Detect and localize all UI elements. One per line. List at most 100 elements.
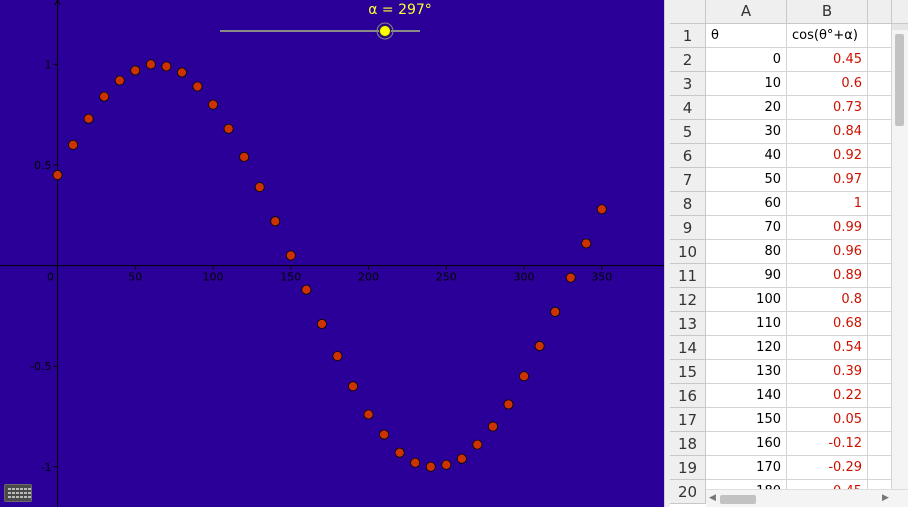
row-number[interactable]: 18: [670, 432, 706, 456]
row-number[interactable]: 11: [670, 264, 706, 288]
cell-cos-value[interactable]: 0.8: [787, 288, 868, 312]
horizontal-scrollbar[interactable]: ◀ ▶: [706, 489, 908, 507]
row-number[interactable]: 2: [670, 48, 706, 72]
column-b-header[interactable]: B: [787, 0, 868, 23]
cell-cos-value[interactable]: 0.92: [787, 144, 868, 168]
table-row: 16 140 0.22: [670, 384, 892, 408]
spreadsheet-rows: 1 θ cos(θ°+α) 2 0 0.45 3 10 0.6 4 20 0.73 5 30 0.84…: [670, 24, 892, 504]
slider-alpha-knob[interactable]: [379, 25, 391, 37]
row-number[interactable]: 5: [670, 120, 706, 144]
cell-a1[interactable]: θ: [706, 24, 787, 48]
row-number[interactable]: 7: [670, 168, 706, 192]
view-divider[interactable]: [664, 0, 670, 507]
row-number[interactable]: 17: [670, 408, 706, 432]
cell-theta[interactable]: 160: [706, 432, 787, 456]
cell-empty[interactable]: [868, 216, 892, 240]
cell-theta[interactable]: 80: [706, 240, 787, 264]
cell-cos-value[interactable]: 0.96: [787, 240, 868, 264]
row-number[interactable]: 3: [670, 72, 706, 96]
keyboard-icon[interactable]: [4, 484, 32, 502]
column-a-header[interactable]: A: [706, 0, 787, 23]
cell-cos-value[interactable]: 0.68: [787, 312, 868, 336]
row-number[interactable]: 20: [670, 480, 706, 504]
cell-theta[interactable]: 120: [706, 336, 787, 360]
row-number[interactable]: 1: [670, 24, 706, 48]
cell-cos-value[interactable]: 0.39: [787, 360, 868, 384]
cell-b1[interactable]: cos(θ°+α): [787, 24, 868, 48]
row-number[interactable]: 10: [670, 240, 706, 264]
cell-empty[interactable]: [868, 360, 892, 384]
cell-theta[interactable]: 60: [706, 192, 787, 216]
cell-empty[interactable]: [868, 408, 892, 432]
vertical-scroll-thumb[interactable]: [895, 34, 904, 126]
cell-cos-value[interactable]: 0.89: [787, 264, 868, 288]
cell-theta[interactable]: 70: [706, 216, 787, 240]
graphics-view[interactable]: 0 50 100 150 200 250 300 350 -1 -0.5 0.5 1 α = 297°: [0, 0, 664, 507]
cell-theta[interactable]: 20: [706, 96, 787, 120]
cell-cos-value[interactable]: 0.45: [787, 48, 868, 72]
scroll-right-arrow-icon[interactable]: ▶: [882, 493, 889, 503]
cell-empty[interactable]: [868, 336, 892, 360]
row-number[interactable]: 9: [670, 216, 706, 240]
cell-cos-value[interactable]: 1: [787, 192, 868, 216]
cell-empty[interactable]: [868, 312, 892, 336]
table-row: 3 10 0.6: [670, 72, 892, 96]
row-number[interactable]: 12: [670, 288, 706, 312]
cell-empty[interactable]: [868, 264, 892, 288]
table-row: 6 40 0.92: [670, 144, 892, 168]
data-point: [379, 429, 390, 440]
cell-c1[interactable]: [868, 24, 892, 48]
cell-theta[interactable]: 150: [706, 408, 787, 432]
row-number[interactable]: 14: [670, 336, 706, 360]
cell-cos-value[interactable]: 0.05: [787, 408, 868, 432]
row-number[interactable]: 13: [670, 312, 706, 336]
cell-cos-value[interactable]: 0.84: [787, 120, 868, 144]
row-number[interactable]: 19: [670, 456, 706, 480]
cell-theta[interactable]: 170: [706, 456, 787, 480]
cell-empty[interactable]: [868, 288, 892, 312]
cell-empty[interactable]: [868, 120, 892, 144]
row-number[interactable]: 6: [670, 144, 706, 168]
vertical-scrollbar[interactable]: [892, 24, 908, 489]
cell-empty[interactable]: [868, 72, 892, 96]
cell-cos-value[interactable]: 0.22: [787, 384, 868, 408]
cell-empty[interactable]: [868, 192, 892, 216]
cell-empty[interactable]: [868, 432, 892, 456]
cell-theta[interactable]: 0: [706, 48, 787, 72]
table-row: 11 90 0.89: [670, 264, 892, 288]
horizontal-scroll-thumb[interactable]: [720, 495, 756, 504]
scroll-left-arrow-icon[interactable]: ◀: [709, 493, 716, 503]
cell-theta[interactable]: 50: [706, 168, 787, 192]
row-number[interactable]: 8: [670, 192, 706, 216]
cell-cos-value[interactable]: -0.29: [787, 456, 868, 480]
corner-cell[interactable]: [670, 0, 706, 23]
cell-theta[interactable]: 100: [706, 288, 787, 312]
cell-cos-value[interactable]: 0.97: [787, 168, 868, 192]
cell-theta[interactable]: 130: [706, 360, 787, 384]
cell-cos-value[interactable]: -0.12: [787, 432, 868, 456]
cell-cos-value[interactable]: 0.54: [787, 336, 868, 360]
cell-theta[interactable]: 90: [706, 264, 787, 288]
cell-theta[interactable]: 10: [706, 72, 787, 96]
data-point: [581, 238, 592, 249]
cell-cos-value[interactable]: 0.99: [787, 216, 868, 240]
column-c-header[interactable]: [868, 0, 892, 23]
row-number[interactable]: 15: [670, 360, 706, 384]
row-number[interactable]: 16: [670, 384, 706, 408]
cell-cos-value[interactable]: 0.73: [787, 96, 868, 120]
cell-empty[interactable]: [868, 456, 892, 480]
cell-empty[interactable]: [868, 96, 892, 120]
cell-theta[interactable]: 30: [706, 120, 787, 144]
cell-empty[interactable]: [868, 48, 892, 72]
cell-empty[interactable]: [868, 384, 892, 408]
cell-empty[interactable]: [868, 240, 892, 264]
cell-theta[interactable]: 110: [706, 312, 787, 336]
cell-empty[interactable]: [868, 144, 892, 168]
data-point: [472, 439, 483, 450]
cell-empty[interactable]: [868, 168, 892, 192]
cell-theta[interactable]: 140: [706, 384, 787, 408]
x-tick-label: 0: [47, 271, 54, 284]
cell-cos-value[interactable]: 0.6: [787, 72, 868, 96]
row-number[interactable]: 4: [670, 96, 706, 120]
cell-theta[interactable]: 40: [706, 144, 787, 168]
